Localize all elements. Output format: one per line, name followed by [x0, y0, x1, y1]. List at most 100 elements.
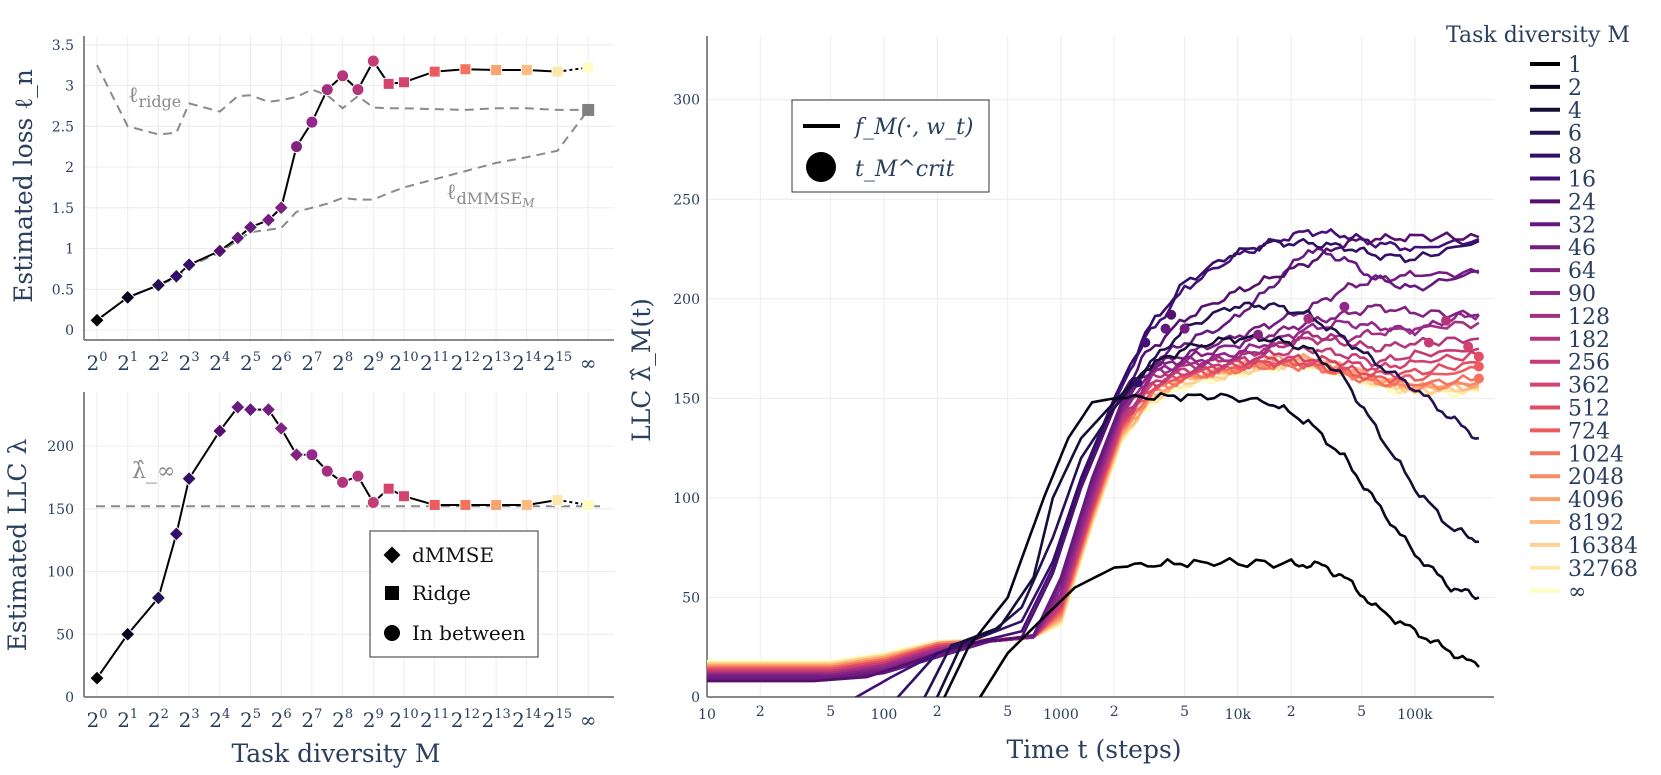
critical-time-marker-M-46: [1179, 323, 1190, 334]
x-tick-label: 21: [117, 707, 138, 732]
loss-point-marker: [212, 243, 228, 259]
critical-time-marker-M-182: [1441, 315, 1452, 326]
y-tick-label: 0: [65, 690, 74, 706]
loss-series: [89, 54, 595, 328]
x-tick-label: 215: [543, 707, 572, 732]
loss-point-marker: [582, 61, 595, 74]
x-tick-label: 10k: [1225, 707, 1252, 723]
y-tick-label: 50: [56, 627, 74, 643]
legend-entry-label: 2048: [1568, 465, 1624, 490]
trajectory-x-ticks: 10 2 5 100 2 5 1000 2 5 10k 2 5 100k: [698, 704, 1433, 723]
x-tick-label: 20: [86, 707, 107, 732]
x-tick-label: 10: [698, 707, 716, 723]
critical-time-marker-M-1024: [1473, 373, 1484, 384]
critical-time-marker-M-90: [1339, 301, 1350, 312]
loss-y-axis-title: Estimated loss ℓ_n: [9, 69, 38, 303]
x-tick-label: 20: [86, 350, 107, 375]
x-tick-label: 211: [420, 707, 449, 732]
ridge-endpoint-marker: [582, 103, 595, 116]
trajectory-x-axis-title: Time t (steps): [1006, 735, 1181, 764]
trajectory-line-M-2: [943, 392, 1480, 697]
x-tick-label: 100k: [1397, 707, 1433, 723]
loss-point-marker: [382, 77, 395, 90]
legend-entry-label: 90: [1568, 282, 1596, 307]
y-tick-label: 0: [65, 323, 74, 339]
x-tick-label: 210: [389, 707, 418, 732]
x-tick-label: 24: [209, 350, 230, 375]
trajectory-line-M-24: [707, 231, 1480, 683]
x-tick-label: 29: [363, 707, 384, 732]
dmmse-loss-line: [96, 109, 589, 322]
critical-time-marker-M-64: [1253, 329, 1264, 340]
llc-point-marker: [119, 626, 136, 643]
loss-point-marker: [551, 65, 564, 78]
inner-legend-fm-label: f_M(·, w_t): [853, 115, 974, 140]
llc-point-marker: [490, 498, 503, 511]
llc-point-marker: [168, 526, 185, 542]
loss-point-marker: [336, 69, 350, 83]
x-tick-label: 2: [933, 704, 942, 720]
legend-square-icon: [385, 586, 399, 600]
y-tick-label: 0: [691, 690, 700, 706]
x-tick-label: 214: [512, 707, 541, 732]
x-tick-label: 23: [179, 350, 200, 375]
loss-point-marker: [168, 268, 185, 284]
x-tick-label: 26: [271, 707, 292, 732]
llc-point-marker: [428, 498, 441, 511]
y-tick-label: 200: [47, 439, 74, 455]
trajectory-line-M-256: [707, 345, 1480, 673]
loss-point-marker: [351, 83, 365, 97]
trajectory-series: [707, 228, 1484, 697]
y-tick-label: 300: [673, 93, 700, 109]
x-tick-label: 5: [1003, 704, 1012, 720]
loss-point-marker: [459, 63, 472, 76]
legend-entries: 1246816243246649012818225636251272410242…: [1530, 53, 1638, 605]
critical-time-marker-M-362: [1463, 341, 1474, 352]
loss-point-marker: [260, 212, 277, 228]
legend-entry-label: 8192: [1568, 511, 1624, 536]
legend-entry-label: 128: [1568, 305, 1610, 330]
y-tick-label: 250: [673, 192, 700, 208]
y-tick-label: 1: [65, 242, 74, 258]
y-tick-label: 100: [47, 565, 74, 581]
llc-point-marker: [181, 470, 197, 487]
llc-series: [89, 399, 600, 686]
critical-time-marker-M-128: [1303, 313, 1314, 324]
llc-point-marker: [288, 447, 305, 463]
legend-circle-icon: [384, 625, 400, 641]
marker-legend: dMMSE Ridge In between: [369, 530, 539, 658]
y-tick-label: 200: [673, 292, 700, 308]
legend-entry-label: 24: [1568, 190, 1596, 215]
legend-entry-label: 6: [1568, 122, 1582, 147]
legend-entry-label: 362: [1568, 374, 1610, 399]
legend-entry-label: 16384: [1568, 534, 1638, 559]
legend-entry-label: ∞: [1568, 580, 1586, 605]
llc-x-ticks: 20 21 22 23 24 25 26 27 28 29 210 211 212 213 214 215 ∞: [86, 707, 596, 732]
llc-y-axis-title: Estimated LLC λ: [3, 439, 32, 652]
legend-entry-label: 4: [1568, 99, 1582, 124]
x-tick-label: 22: [148, 350, 169, 375]
legend-entry-label: 8: [1568, 145, 1582, 170]
x-tick-label: 28: [332, 707, 353, 732]
loss-point-marker: [366, 54, 380, 68]
x-tick-label: 215: [543, 350, 572, 375]
llc-point-marker: [305, 448, 319, 462]
x-tick-label: 25: [240, 707, 261, 732]
y-tick-label: 2: [65, 160, 74, 176]
x-tick-label: 5: [1357, 704, 1366, 720]
legend-entry-label: 32768: [1568, 557, 1638, 582]
y-tick-label: 150: [47, 502, 74, 518]
trajectory-line-M-4: [935, 333, 1479, 697]
legend-entry-label: 2: [1568, 76, 1582, 101]
legend-entry-label: 512: [1568, 397, 1610, 422]
loss-point-marker: [242, 219, 259, 236]
legend-entry-label: 256: [1568, 351, 1610, 376]
x-tick-label: 5: [826, 704, 835, 720]
x-tick-label: 22: [148, 707, 169, 732]
legend-entry-label: 32: [1568, 213, 1596, 238]
x-tick-label: 25: [240, 350, 261, 375]
loss-point-marker: [290, 140, 304, 154]
ridge-loss-annotation: ℓridge: [128, 83, 181, 111]
loss-point-marker: [305, 115, 319, 129]
x-tick-label: 2: [756, 704, 765, 720]
